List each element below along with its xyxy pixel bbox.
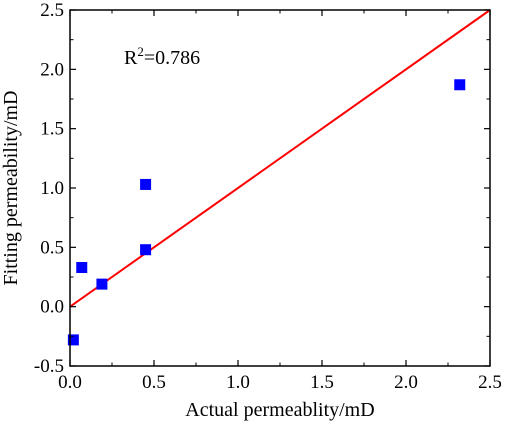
y-tick-label: 2.0 <box>40 59 64 80</box>
ticks-layer: 0.0 0.5 1.0 1.5 2.0 2.5-0.50.00.51.01.52.02.5 <box>34 0 502 393</box>
data-points-layer <box>67 79 466 346</box>
x-tick-label: 2.5 <box>478 372 502 393</box>
r-squared-value: =0.786 <box>144 47 200 69</box>
r-squared-prefix: R <box>124 47 138 69</box>
r-squared-superscript: 2 <box>137 44 144 59</box>
x-tick-label: 1.0 <box>226 372 250 393</box>
data-point <box>140 244 152 256</box>
x-axis-label: Actual permeablity/mD <box>185 399 374 421</box>
data-point <box>67 334 79 346</box>
data-point <box>76 262 88 274</box>
y-axis-label: Fitting permeability/mD <box>0 91 22 286</box>
y-tick-label: -0.5 <box>34 356 64 377</box>
x-tick-label: 0.0 <box>58 372 82 393</box>
y-tick-label: 0.5 <box>40 237 64 258</box>
x-tick-label: 1.5 <box>310 372 334 393</box>
data-point <box>454 79 466 91</box>
y-tick-label: 0.0 <box>40 297 64 318</box>
fit-line-layer <box>69 9 491 308</box>
r-squared-annotation: R2=0.786 <box>124 44 200 69</box>
data-point <box>96 278 108 290</box>
x-tick-label: 0.5 <box>142 372 166 393</box>
y-tick-label: 1.0 <box>40 178 64 199</box>
x-tick-label: 2.0 <box>394 372 418 393</box>
fit-line <box>69 9 491 308</box>
data-point <box>140 178 152 190</box>
y-tick-label: 2.5 <box>40 0 64 21</box>
y-tick-label: 1.5 <box>40 119 64 140</box>
